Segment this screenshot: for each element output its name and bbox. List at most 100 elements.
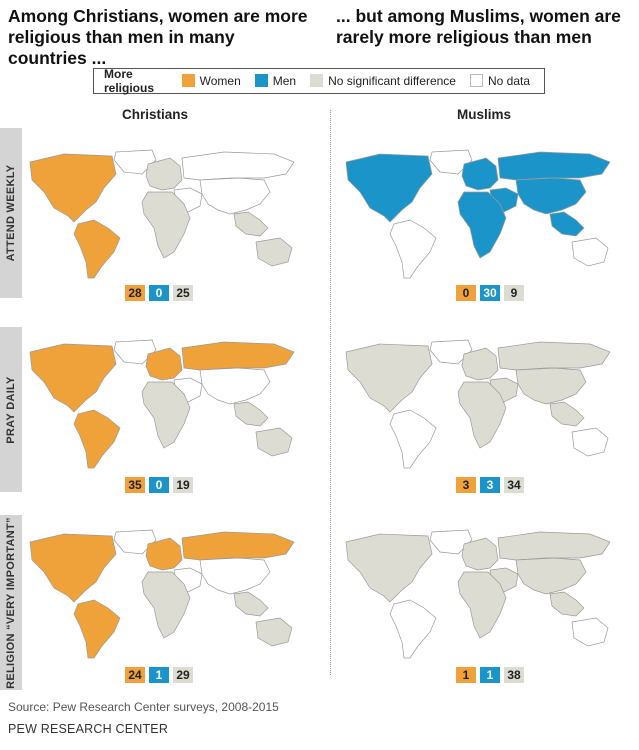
row-label-text: ATTEND WEEKLY — [5, 164, 17, 262]
map-region-n-america — [345, 533, 433, 603]
map-region-russia — [497, 531, 611, 561]
map-region-russia — [181, 151, 295, 181]
map-region-russia — [181, 531, 295, 561]
map-region-n-america — [29, 533, 117, 603]
map-christians-pray-daily — [29, 339, 295, 469]
map-region-se-asia — [549, 211, 585, 237]
count-women: 24 — [125, 667, 145, 683]
map-region-africa — [457, 571, 507, 639]
map-christians-religion-very-important — [29, 529, 295, 659]
map-region-russia — [497, 151, 611, 181]
map-muslims-attend-weekly — [345, 149, 611, 279]
map-region-greenland — [113, 339, 157, 365]
map-region-africa — [457, 191, 507, 259]
map-region-greenland — [429, 529, 473, 555]
map-region-n-america — [345, 343, 433, 413]
count-no-difference: 29 — [173, 667, 193, 683]
column-header-christians: Christians — [122, 107, 189, 122]
map-region-greenland — [113, 529, 157, 555]
map-region-n-america — [29, 343, 117, 413]
count-women: 35 — [125, 477, 145, 493]
map-region-s-america — [389, 599, 437, 659]
map-region-s-america — [73, 219, 121, 279]
count-men: 1 — [149, 667, 169, 683]
map-muslims-pray-daily — [345, 339, 611, 469]
legend-swatch-no-diff — [310, 74, 324, 87]
map-region-australia — [571, 427, 609, 457]
row-label-text: PRAY DAILY — [5, 375, 17, 444]
map-region-australia — [571, 617, 609, 647]
counts-muslims-attend-weekly: 0 30 9 — [456, 285, 524, 301]
row-label-pray-daily: PRAY DAILY — [0, 327, 22, 492]
map-region-russia — [181, 341, 295, 371]
map-region-europe — [145, 347, 183, 381]
count-no-difference: 9 — [504, 285, 524, 301]
map-region-asia — [515, 177, 587, 215]
count-no-difference: 25 — [173, 285, 193, 301]
map-muslims-religion-very-important — [345, 529, 611, 659]
legend-item-no-data: No data — [469, 74, 530, 88]
column-header-muslims: Muslims — [457, 107, 512, 122]
count-no-difference: 34 — [504, 477, 524, 493]
legend-swatch-men — [254, 74, 268, 87]
map-region-australia — [255, 617, 293, 647]
map-region-asia — [199, 557, 271, 595]
legend-item-women: Women — [181, 74, 241, 88]
map-region-s-america — [389, 219, 437, 279]
counts-christians-religion-very-important: 24 1 29 — [125, 667, 193, 683]
map-region-europe — [461, 537, 499, 571]
map-region-s-america — [73, 599, 121, 659]
count-men: 0 — [149, 285, 169, 301]
row-label-text: RELIGION “VERY IMPORTANT” — [5, 516, 17, 689]
map-region-russia — [497, 341, 611, 371]
map-region-se-asia — [233, 211, 269, 237]
legend-label-women: Women — [199, 74, 241, 88]
map-region-australia — [255, 237, 293, 267]
counts-christians-attend-weekly: 28 0 25 — [125, 285, 193, 301]
count-women: 28 — [125, 285, 145, 301]
count-women: 3 — [456, 477, 476, 493]
map-region-s-america — [389, 409, 437, 469]
legend-swatch-no-data — [469, 74, 483, 87]
map-region-n-america — [345, 153, 433, 223]
map-region-australia — [255, 427, 293, 457]
map-region-se-asia — [549, 591, 585, 617]
count-women: 1 — [456, 667, 476, 683]
map-region-n-america — [29, 153, 117, 223]
legend-label-no-data: No data — [487, 74, 530, 88]
legend-label-men: Men — [272, 74, 297, 88]
row-label-religion-very-important: RELIGION “VERY IMPORTANT” — [0, 515, 22, 690]
map-region-greenland — [429, 149, 473, 175]
map-region-europe — [461, 157, 499, 191]
map-region-africa — [141, 191, 191, 259]
map-region-africa — [141, 381, 191, 449]
map-region-greenland — [113, 149, 157, 175]
column-divider — [330, 110, 331, 675]
map-region-asia — [199, 177, 271, 215]
count-women: 0 — [456, 285, 476, 301]
headline-right: ... but among Muslims, women are rarely … — [336, 6, 621, 47]
map-region-africa — [141, 571, 191, 639]
count-no-difference: 19 — [173, 477, 193, 493]
map-region-se-asia — [233, 591, 269, 617]
legend: More religious Women Men No significant … — [93, 67, 545, 95]
count-men: 0 — [149, 477, 169, 493]
map-region-asia — [515, 557, 587, 595]
map-region-s-america — [73, 409, 121, 469]
counts-muslims-pray-daily: 3 3 34 — [456, 477, 524, 493]
map-region-greenland — [429, 339, 473, 365]
legend-item-no-diff: No significant difference — [310, 74, 456, 88]
organization-credit: PEW RESEARCH CENTER — [8, 722, 169, 736]
counts-muslims-religion-very-important: 1 1 38 — [456, 667, 524, 683]
count-men: 30 — [480, 285, 500, 301]
counts-christians-pray-daily: 35 0 19 — [125, 477, 193, 493]
count-men: 3 — [480, 477, 500, 493]
count-no-difference: 38 — [504, 667, 524, 683]
map-region-australia — [571, 237, 609, 267]
headline-left: Among Christians, women are more religio… — [8, 6, 308, 68]
source-note: Source: Pew Research Center surveys, 200… — [8, 700, 279, 714]
legend-item-men: Men — [254, 74, 297, 88]
map-region-asia — [199, 367, 271, 405]
map-region-europe — [145, 157, 183, 191]
map-region-asia — [515, 367, 587, 405]
